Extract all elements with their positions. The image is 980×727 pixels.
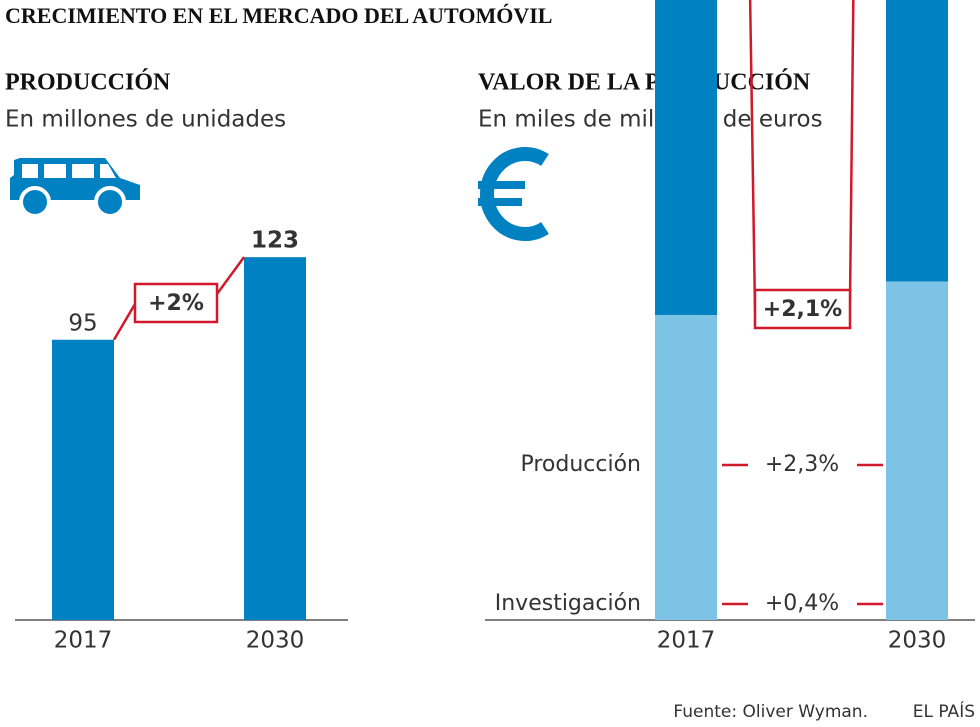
x-tick-label: 2030	[888, 628, 947, 654]
x-tick-label: 2017	[657, 628, 716, 654]
x-tick-label: 2030	[246, 628, 305, 654]
series-label: Producción	[520, 452, 641, 477]
callout-box	[133, 282, 219, 324]
x-tick-label: 2017	[54, 628, 113, 654]
source: Fuente: Oliver Wyman.	[673, 702, 868, 722]
series-label: Investigación	[495, 591, 641, 616]
value-label: 123	[251, 228, 299, 254]
callout-label: +2%	[148, 291, 204, 316]
title: CRECIMIENTO EN EL MERCADO DEL AUTOMÓVIL	[5, 3, 552, 28]
callout-box	[753, 288, 852, 330]
growth-label: +0,4%	[765, 591, 839, 616]
bar	[244, 257, 306, 620]
callout-line	[748, 0, 855, 312]
chart-title: PRODUCCIÓN	[5, 69, 171, 96]
bar-segment	[886, 0, 948, 282]
chart-title: VALOR DE LA PRODUCCIÓN	[478, 69, 811, 96]
car-icon	[10, 158, 140, 218]
credit: EL PAÍS	[913, 700, 975, 722]
bar-segment	[655, 315, 717, 620]
growth-label: +2,3%	[765, 452, 839, 477]
chart-subtitle: En millones de unidades	[5, 107, 286, 133]
bar	[52, 339, 114, 620]
bar-segment	[655, 0, 717, 315]
value-label: 95	[68, 310, 97, 336]
euro-icon	[478, 147, 549, 241]
chart-subtitle: En miles de millones de euros	[478, 107, 823, 133]
callout-label: +2,1%	[763, 297, 842, 322]
bar-segment	[886, 281, 948, 620]
